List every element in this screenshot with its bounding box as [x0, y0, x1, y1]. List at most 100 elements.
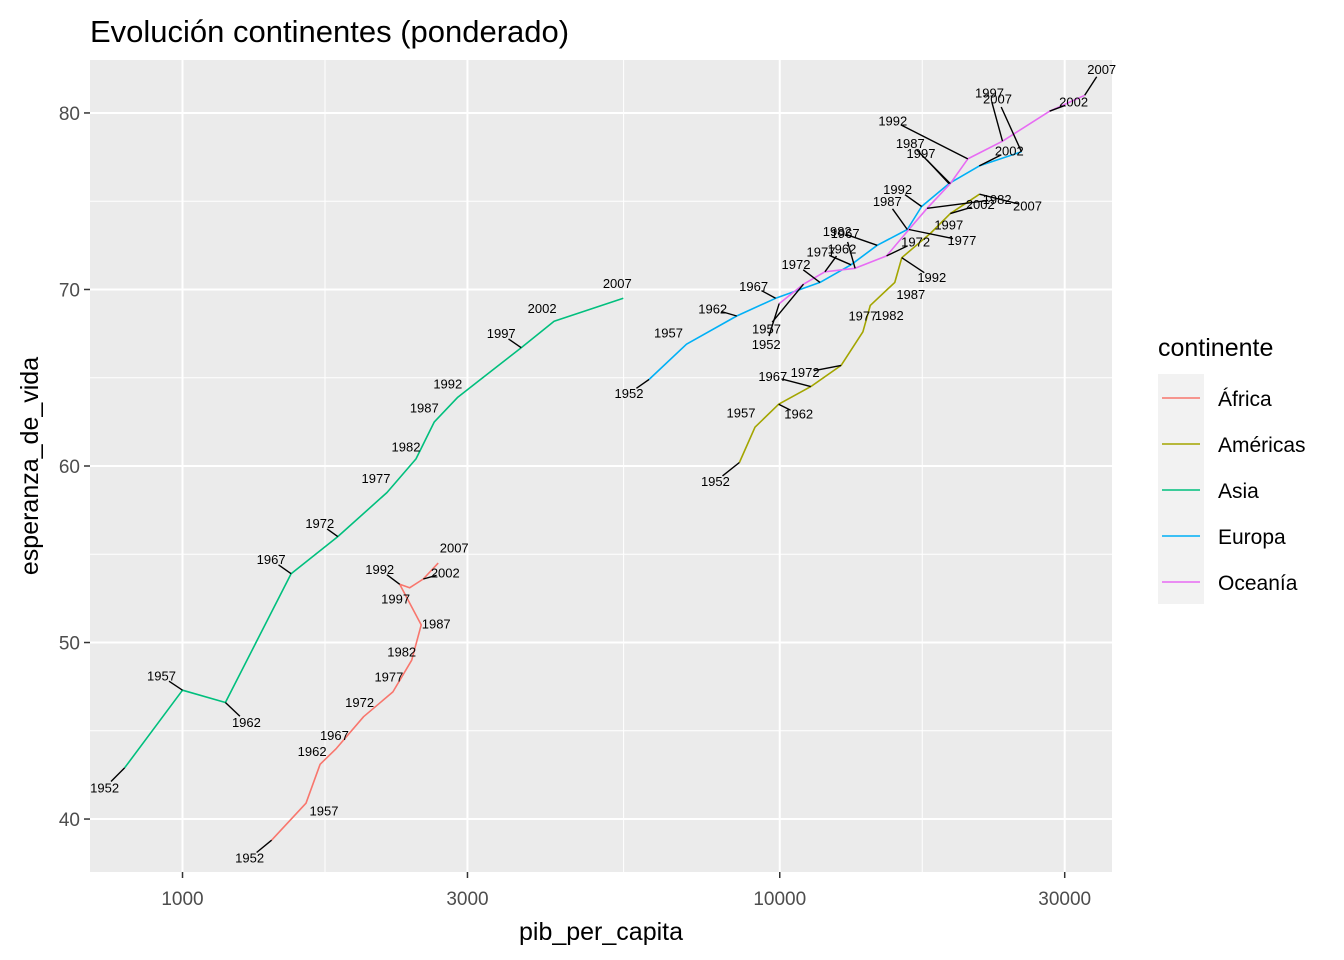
label-leader-line [781, 378, 811, 388]
label-leader-line [846, 241, 856, 269]
point-label-year: 1977 [807, 244, 836, 259]
point-label-year: 1967 [739, 279, 768, 294]
point-label-year: 1992 [433, 377, 462, 392]
label-leader-line [886, 245, 908, 257]
legend-label: África [1218, 388, 1272, 411]
y-axis: 40 50 60 70 80 [59, 104, 90, 831]
y-tick-label: 50 [59, 634, 80, 655]
legend-label: Oceanía [1218, 572, 1298, 595]
point-label-year: 1997 [975, 86, 1004, 101]
point-label-year: 1982 [392, 439, 421, 454]
point-label-year: 1987 [873, 194, 902, 209]
point-label-year: 1962 [698, 302, 727, 317]
point-label-year: 2007 [1087, 62, 1116, 77]
x-tick-label: 3000 [446, 889, 488, 910]
point-label-year: 1972 [782, 257, 811, 272]
point-label-year: 2002 [431, 566, 460, 581]
label-leader-line [278, 564, 292, 575]
point-label-year: 1997 [907, 146, 936, 161]
point-label-year: 1987 [896, 136, 925, 151]
label-leader-line [224, 701, 241, 717]
point-label-year: 1957 [752, 322, 781, 337]
point-label-year: 1967 [758, 369, 787, 384]
point-label-year: 2002 [995, 143, 1024, 158]
legend: continente África Américas Asia Europa Ocean… [1158, 334, 1306, 604]
point-label-year: 1992 [917, 270, 946, 285]
point-label-year: 1987 [410, 400, 439, 415]
point-label-year: 2007 [983, 91, 1012, 106]
point-label-year: 1997 [487, 326, 516, 341]
series-line [738, 193, 980, 463]
point-label-year: 1972 [791, 365, 820, 380]
point-label-year: 1967 [320, 728, 349, 743]
point-label-year: 1997 [381, 591, 410, 606]
point-label-year: 2007 [603, 276, 632, 291]
label-leader-line [1000, 106, 1023, 153]
point-label-year: 1997 [934, 218, 963, 233]
label-leader-line [824, 255, 838, 273]
y-tick-label: 60 [59, 457, 80, 478]
y-tick-label: 80 [59, 104, 80, 125]
point-label-year: 2002 [966, 197, 995, 212]
chart-title: Evolución continentes (ponderado) [90, 14, 569, 49]
x-axis: 1000 3000 10000 30000 [161, 872, 1091, 910]
point-label-year: 1972 [901, 234, 930, 249]
point-label-year: 1972 [305, 516, 334, 531]
x-tick-label: 1000 [161, 889, 203, 910]
label-leader-line [813, 364, 842, 372]
grid-major [90, 60, 1112, 872]
point-labels: 1952195719621967197219771982198719921997… [90, 62, 1116, 866]
series-line [648, 151, 1022, 381]
label-leader-line [979, 193, 1019, 205]
point-label-year: 1962 [827, 241, 856, 256]
y-tick-label: 70 [59, 280, 80, 301]
point-label-year: 1977 [374, 669, 403, 684]
label-leader-line [1049, 104, 1066, 112]
series-lines [123, 94, 1086, 841]
label-leader-line [900, 124, 969, 160]
label-leader-line [978, 154, 1002, 167]
label-leader-line [635, 378, 650, 389]
point-label-year: 1952 [752, 337, 781, 352]
point-label-year: 2002 [1059, 95, 1088, 110]
point-label-year: 1957 [147, 669, 176, 684]
label-leader-line [828, 254, 852, 266]
label-leader-line [508, 338, 522, 349]
label-leader-line [722, 461, 740, 477]
point-label-year: 1957 [727, 406, 756, 421]
point-label-year: 1977 [947, 233, 976, 248]
legend-label: Asia [1218, 480, 1259, 503]
x-axis-title: pib_per_capita [519, 918, 683, 946]
point-label-year: 1982 [387, 645, 416, 660]
point-label-year: 2007 [440, 541, 469, 556]
label-leader-line [916, 149, 951, 185]
label-leader-line [326, 528, 339, 538]
label-leader-line [778, 403, 792, 411]
point-label-year: 1962 [298, 744, 327, 759]
point-label-year: 1977 [362, 471, 391, 486]
label-leader-line [771, 283, 805, 323]
point-label-year: 1952 [235, 851, 264, 866]
label-leader-line [991, 101, 1004, 142]
point-label-year: 1972 [345, 695, 374, 710]
label-leader-line [901, 257, 925, 274]
series-line [123, 297, 624, 769]
label-leaders [110, 76, 1098, 854]
label-leader-line [110, 767, 126, 782]
label-leader-line [845, 233, 878, 246]
label-leader-line [761, 289, 776, 299]
point-label-year: 1992 [365, 562, 394, 577]
y-axis-title: esperanza_de_vida [16, 357, 44, 575]
legend-title: continente [1158, 334, 1273, 362]
legend-label: Américas [1218, 434, 1306, 457]
x-tick-label: 30000 [1038, 889, 1091, 910]
label-leader-line [721, 310, 737, 317]
label-leader-line [908, 228, 954, 240]
point-label-year: 1952 [90, 780, 119, 795]
point-label-year: 1962 [232, 715, 261, 730]
point-label-year: 1987 [896, 287, 925, 302]
point-label-year: 1952 [701, 474, 730, 489]
point-label-year: 1982 [983, 192, 1012, 207]
label-leader-line [423, 574, 437, 580]
point-label-year: 1967 [831, 226, 860, 241]
